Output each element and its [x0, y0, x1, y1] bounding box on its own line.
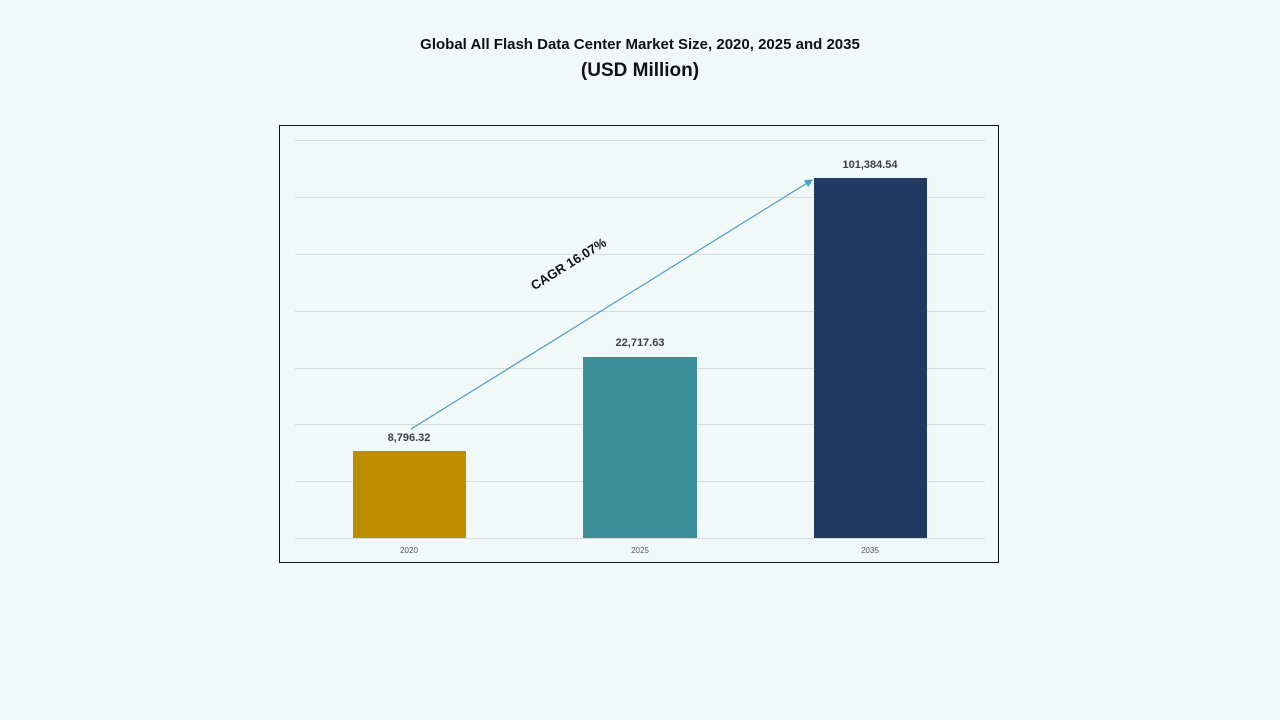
chart-subtitle: (USD Million)	[580, 60, 700, 81]
data-label-2035: 101,384.54	[842, 159, 898, 171]
gridline	[295, 140, 985, 141]
bar-2020	[353, 451, 466, 538]
bar-2025	[583, 357, 697, 538]
gridline	[295, 311, 985, 312]
bar-2035	[814, 178, 927, 538]
x-axis-baseline	[295, 538, 985, 539]
x-tick-2025: 2025	[631, 546, 649, 555]
data-label-2025: 22,717.63	[615, 337, 665, 349]
x-tick-2020: 2020	[400, 546, 418, 555]
gridline	[295, 197, 985, 198]
gridline	[295, 254, 985, 255]
x-tick-2035: 2035	[861, 546, 879, 555]
chart-title: Global All Flash Data Center Market Size…	[420, 36, 860, 53]
data-label-2020: 8,796.32	[387, 432, 431, 444]
